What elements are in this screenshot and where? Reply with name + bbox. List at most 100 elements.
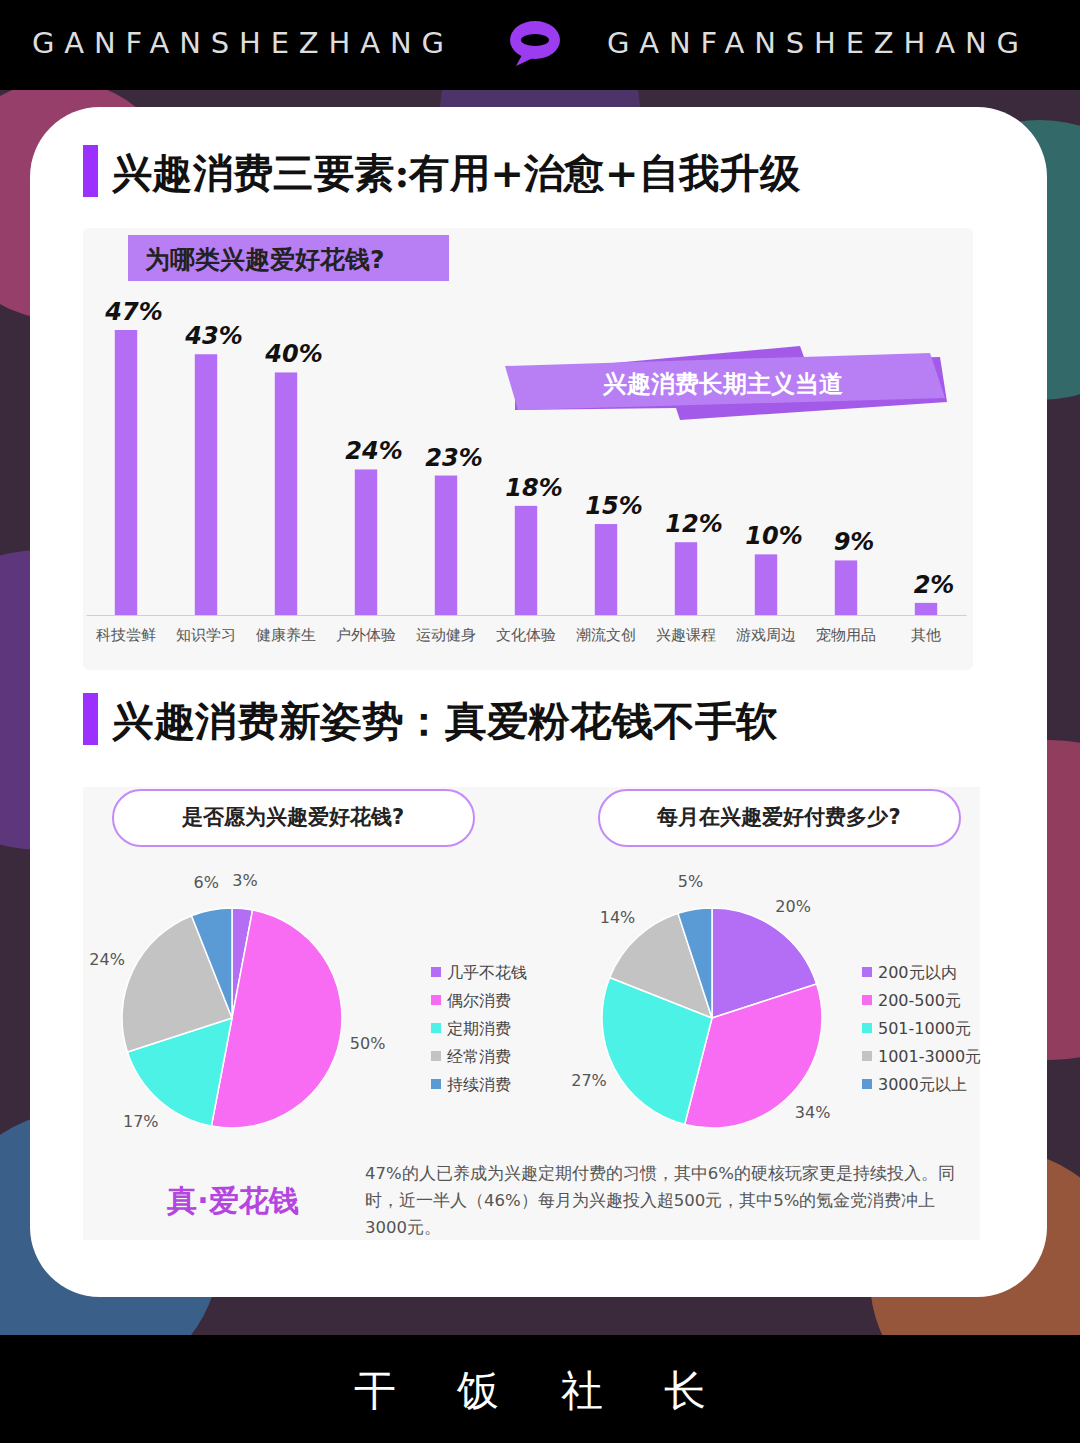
title-pill (113, 790, 474, 846)
bar (515, 506, 537, 615)
tick: 兴趣课程 (656, 626, 716, 644)
bar (755, 554, 777, 615)
pie-slice (192, 908, 232, 1018)
bar (595, 524, 617, 615)
tick-label: 兴趣课程 (656, 626, 716, 644)
legend-label: 200元以内 (878, 963, 957, 982)
data-label: 2% (914, 571, 955, 599)
tick: 健康养生 (256, 626, 316, 644)
tick: 户外体验 (336, 626, 396, 644)
legend-swatch (431, 1079, 441, 1089)
slice-label: 24% (89, 950, 125, 969)
summary-heading: 真·爱花钱 (166, 1183, 298, 1218)
card (30, 107, 1047, 1297)
data-label: 24% (345, 437, 402, 465)
tick-label: 科技尝鲜 (96, 626, 156, 644)
section-title: 兴趣消费三要素:有用+治愈+自我升级 (111, 149, 801, 196)
legend-swatch (862, 967, 872, 977)
slice-label: 14% (600, 908, 636, 927)
tick: 运动健身 (416, 626, 476, 644)
section-marker (83, 145, 98, 197)
legend-label: 定期消费 (447, 1019, 511, 1038)
tick: 文化体验 (496, 626, 556, 644)
bar (195, 354, 217, 615)
chart-panel (83, 228, 973, 670)
page: GANFANSHEZHANG GANFANSHEZHANG 干 饭 社 长 兴趣消费三… (0, 0, 1080, 1443)
footer-bar (0, 1335, 1080, 1443)
legend-swatch (862, 1051, 872, 1061)
legend-swatch (862, 1023, 872, 1033)
logo-inner (521, 34, 549, 46)
tick-label: 其他 (911, 626, 941, 644)
legend-label: 持续消费 (447, 1075, 511, 1094)
data-label: 18% (505, 474, 562, 502)
legend-label: 200-500元 (878, 991, 961, 1010)
bar (675, 542, 697, 615)
title-pill (599, 790, 960, 846)
legend-label: 经常消费 (447, 1047, 511, 1066)
header-bar (0, 0, 1080, 90)
legend-label: 3000元以上 (878, 1075, 967, 1094)
pie-title: 每月在兴趣爱好付费多少? (656, 805, 900, 829)
data-label: 10% (745, 522, 802, 550)
brand-left: GANFANSHEZHANG (32, 26, 444, 60)
data-label: 43% (184, 322, 242, 350)
bars (115, 330, 937, 615)
annotation: 兴趣消费长期主义当道 (602, 370, 843, 398)
pie-panel (83, 787, 980, 1240)
legend-label: 1001-3000元 (878, 1047, 981, 1066)
data-label: 40% (264, 340, 322, 368)
legend-swatch (862, 1079, 872, 1089)
pie-slice (678, 908, 712, 1018)
axis-line (87, 615, 967, 616)
tick: 知识学习 (176, 626, 236, 644)
tick-label: 户外体验 (336, 626, 396, 644)
data-labels: 47%43%40%24%23%18%15%12%10%9%2% (104, 298, 954, 599)
summary-text: 47%的人已养成为兴趣定期付费的习惯，其中6%的硬核玩家更是持续投入。同时，近一… (365, 1160, 960, 1241)
tick-label: 健康养生 (256, 626, 316, 644)
pie: 20%34%27%14%5% (571, 872, 830, 1128)
banner (505, 353, 945, 410)
logo-tail (516, 55, 533, 66)
x-axis: 科技尝鲜 知识学习 健康养生 户外体验 运动健身 文化体验 潮流文创 兴趣课程 游戏周边 宠物用品… (87, 616, 967, 644)
footer-text: 干 饭 社 长 (354, 1366, 706, 1415)
legend-swatch (431, 1051, 441, 1061)
chart-title: 为哪类兴趣爱好花钱? (145, 245, 385, 274)
slice-label: 20% (775, 897, 811, 916)
tick-label: 宠物用品 (816, 626, 876, 644)
tick: 科技尝鲜 (96, 626, 156, 644)
tick-label: 运动健身 (416, 626, 476, 644)
legend-swatch (431, 1023, 441, 1033)
tick-label: 文化体验 (496, 626, 556, 644)
pie: 3% 50% 17% 24% 6% (89, 871, 385, 1131)
legend-label: 几乎不花钱 (447, 963, 527, 982)
section-title: 兴趣消费新姿势：真爱粉花钱不手软 (111, 697, 778, 744)
data-label: 15% (585, 492, 642, 520)
legend-swatch (431, 967, 441, 977)
section-marker (83, 693, 98, 745)
bar (275, 372, 297, 615)
tick: 宠物用品 (816, 626, 876, 644)
legend-label: 偶尔消费 (447, 991, 511, 1010)
legend-swatch (431, 995, 441, 1005)
data-label: 47% (104, 298, 162, 326)
slice-label: 34% (795, 1103, 831, 1122)
bar (835, 560, 857, 615)
bar (115, 330, 137, 615)
legend-label: 501-1000元 (878, 1019, 971, 1038)
tick: 游戏周边 (736, 626, 796, 644)
slice-label: 17% (123, 1112, 159, 1131)
slice-label: 50% (350, 1034, 386, 1053)
slice-label: 6% (193, 873, 218, 892)
tick: 其他 (911, 626, 941, 644)
slice-label: 27% (571, 1071, 607, 1090)
chart-title-box (128, 235, 449, 281)
bar (915, 603, 937, 615)
slice-label: 3% (232, 871, 257, 890)
canvas: GANFANSHEZHANG GANFANSHEZHANG 干 饭 社 长 兴趣消费三… (0, 0, 1080, 1443)
brand-right: GANFANSHEZHANG (607, 26, 1019, 60)
tick-label: 知识学习 (176, 626, 236, 644)
logo-bubble (510, 21, 560, 59)
tick: 潮流文创 (576, 626, 636, 644)
bar (435, 476, 457, 615)
